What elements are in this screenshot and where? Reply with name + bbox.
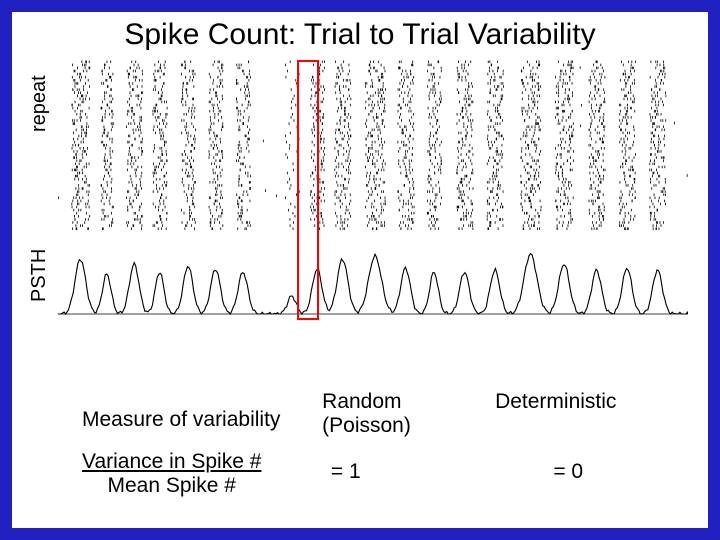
bottom-text-block: Measure of variability Random (Poisson) …: [12, 390, 708, 510]
plot-area: [58, 60, 688, 325]
raster-plot: [58, 60, 688, 230]
random-label-1: Random: [322, 390, 401, 413]
equals-one: = 1: [331, 460, 361, 484]
fraction-denominator: Mean Spike #: [82, 474, 261, 498]
fraction-numerator: Variance in Spike #: [82, 450, 261, 474]
random-label-2: (Poisson): [322, 414, 411, 437]
deterministic-label: Deterministic: [495, 390, 616, 413]
measure-label: Measure of variability: [82, 408, 280, 431]
equals-zero: = 0: [553, 460, 583, 484]
slide-title: Spike Count: Trial to Trial Variability: [12, 18, 708, 52]
psth-plot: [58, 236, 688, 321]
ylabel-repeat: repeat: [28, 75, 51, 132]
variance-fraction: Variance in Spike # Mean Spike #: [82, 450, 261, 498]
ylabel-psth: PSTH: [28, 249, 51, 302]
